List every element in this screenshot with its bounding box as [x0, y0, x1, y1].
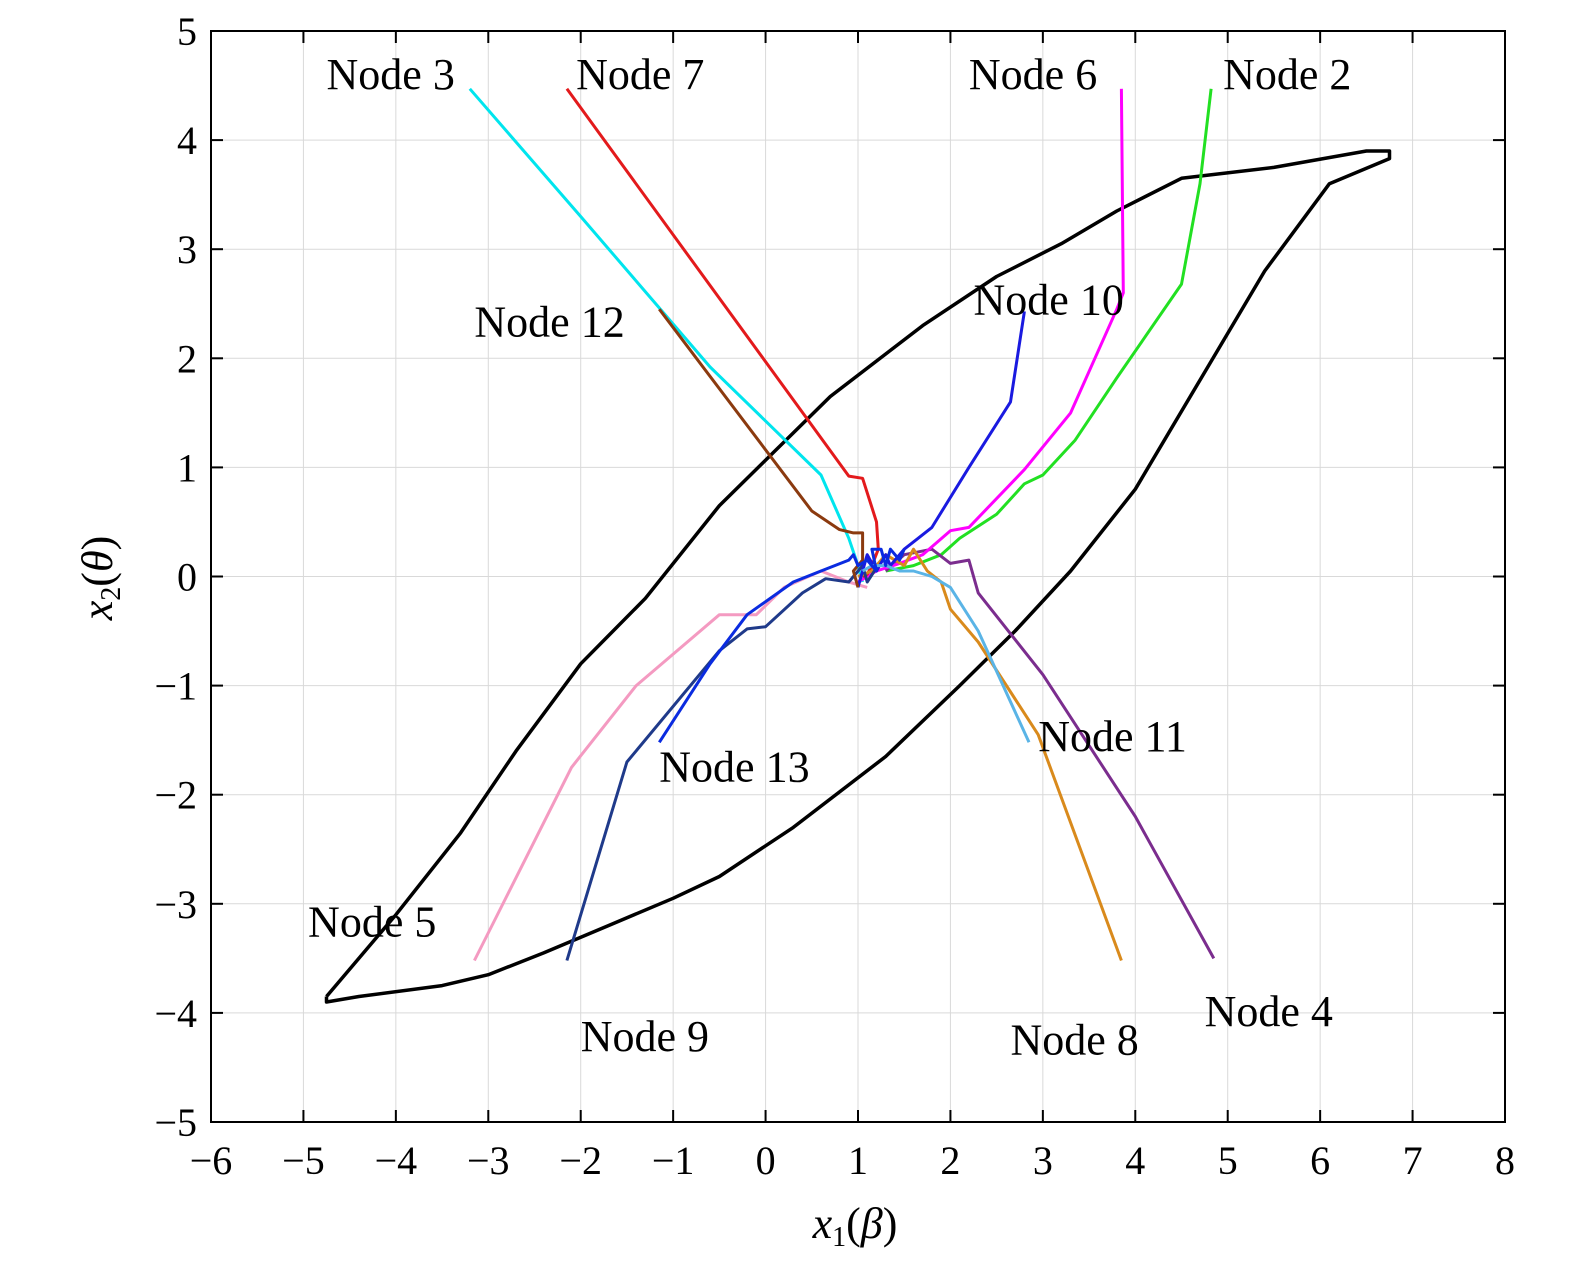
node-labels: Node 3 Node 7 Node 6 Node 2 Node 12 Node 10 No…: [308, 50, 1351, 1065]
y-tick-label: 1: [177, 445, 197, 490]
x-tick-label: 2: [940, 1138, 960, 1183]
y-axis-title: x2(θ): [73, 536, 127, 621]
y-tick-label: 0: [177, 555, 197, 600]
y-tick-label: 2: [177, 336, 197, 381]
label-node-8: Node 8: [1011, 1015, 1139, 1064]
label-node-12: Node 12: [474, 297, 624, 346]
x-tick-labels: −6 −5 −4 −3 −2 −1 0 1 2 3 4 5 6 7 8: [190, 1138, 1515, 1183]
series-line-node-12: [658, 308, 865, 588]
label-node-7: Node 7: [576, 50, 704, 99]
y-tick-label: −2: [154, 773, 197, 818]
x-tick-label: −5: [282, 1138, 325, 1183]
y-tick-label: −4: [154, 991, 197, 1036]
y-tick-label: −5: [154, 1100, 197, 1145]
series-line-node-4: [884, 547, 1216, 960]
y-tick-label: −3: [154, 882, 197, 927]
x-tick-label: 1: [848, 1138, 868, 1183]
series-line-node-2: [885, 88, 1213, 573]
label-node-5: Node 5: [308, 898, 436, 947]
boundary-curve-group: [324, 149, 1392, 1004]
series-line-node-5: [473, 569, 868, 962]
label-node-11: Node 11: [1038, 712, 1187, 761]
tick-marks: [210, 30, 1506, 1123]
series-group: [468, 87, 1216, 962]
series-line-node-10: [856, 311, 1026, 588]
x-tick-label: −4: [375, 1138, 418, 1183]
boundary-curve: [324, 149, 1392, 1004]
x-tick-label: −3: [467, 1138, 510, 1183]
x-tick-label: 7: [1403, 1138, 1423, 1183]
y-tick-label: −1: [154, 664, 197, 709]
grid-lines: [210, 30, 1506, 1123]
x-tick-label: 4: [1125, 1138, 1145, 1183]
y-tick-labels: −5 −4 −3 −2 −1 0 1 2 3 4 5: [154, 9, 197, 1145]
label-node-9: Node 9: [581, 1012, 709, 1061]
label-node-10: Node 10: [974, 276, 1124, 325]
x-tick-label: −2: [559, 1138, 602, 1183]
label-node-2: Node 2: [1223, 50, 1351, 99]
x-tick-label: 5: [1218, 1138, 1238, 1183]
label-node-4: Node 4: [1205, 987, 1333, 1036]
x-tick-label: 6: [1310, 1138, 1330, 1183]
x-tick-label: −1: [652, 1138, 695, 1183]
series-line-node-13: [658, 547, 906, 744]
x-tick-label: −6: [190, 1138, 233, 1183]
label-node-3: Node 3: [327, 50, 455, 99]
x-axis-title: x1(β): [812, 1199, 898, 1253]
x-tick-label: 0: [756, 1138, 776, 1183]
label-node-6: Node 6: [969, 50, 1097, 99]
label-node-13: Node 13: [659, 743, 809, 792]
y-tick-label: 5: [177, 9, 197, 54]
x-tick-label: 3: [1033, 1138, 1053, 1183]
y-tick-label: 4: [177, 118, 197, 163]
series-line-node-6: [857, 88, 1125, 584]
x-tick-label: 8: [1495, 1138, 1515, 1183]
y-tick-label: 3: [177, 227, 197, 272]
